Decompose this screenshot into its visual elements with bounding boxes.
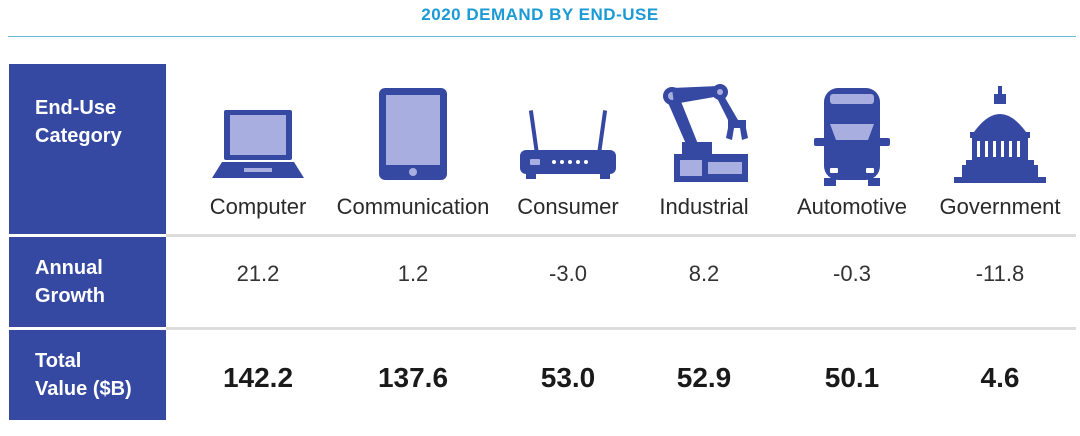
total-value: 4.6 [980,362,1020,393]
column-communication: Communication 1.2 137.6 [333,64,493,420]
capitol-icon [950,82,1050,187]
row-header-category-line2: Category [35,125,122,147]
car-icon [802,82,902,187]
row-header-category-line1: End-Use [35,97,117,119]
total-value: 53.0 [540,362,596,393]
row-header-total-line1: Total [35,350,82,372]
chart-title: 2020 DEMAND BY END-USE [421,5,659,24]
column-industrial: Industrial 8.2 52.9 [624,64,784,420]
category-label: Consumer [517,194,619,219]
total-value: 50.1 [824,362,880,393]
router-icon [518,82,618,187]
category-label: Communication [336,194,490,219]
row-divider [166,327,1076,330]
row-header-growth-line1: Annual [35,257,103,279]
total-value: 142.2 [222,362,294,393]
laptop-icon [208,82,308,187]
growth-value: 8.2 [688,261,720,286]
tablet-icon [363,82,463,187]
growth-value: -3.0 [549,261,587,286]
row-header-total-line2: Value ($B) [35,378,132,400]
growth-value: -0.3 [833,261,871,286]
robot-arm-icon [654,82,754,187]
category-label: Industrial [659,194,749,219]
row-header-total: Total Value ($B) [9,330,166,420]
growth-value: -11.8 [975,261,1025,286]
column-government: Government -11.8 4.6 [920,64,1080,420]
growth-value: 21.2 [236,261,280,286]
category-label: Government [939,194,1061,219]
category-label: Computer [209,194,307,219]
row-header-category: End-Use Category [9,64,166,234]
total-value: 137.6 [377,362,449,393]
total-value: 52.9 [676,362,732,393]
row-header-growth: Annual Growth [9,237,166,327]
row-divider [166,234,1076,237]
column-computer: Computer 21.2 142.2 [178,64,338,420]
column-consumer: Consumer -3.0 53.0 [488,64,648,420]
title-divider [8,36,1076,37]
row-header-growth-line2: Growth [35,285,105,307]
growth-value: 1.2 [397,261,429,286]
column-automotive: Automotive -0.3 50.1 [772,64,932,420]
category-label: Automotive [796,194,908,219]
